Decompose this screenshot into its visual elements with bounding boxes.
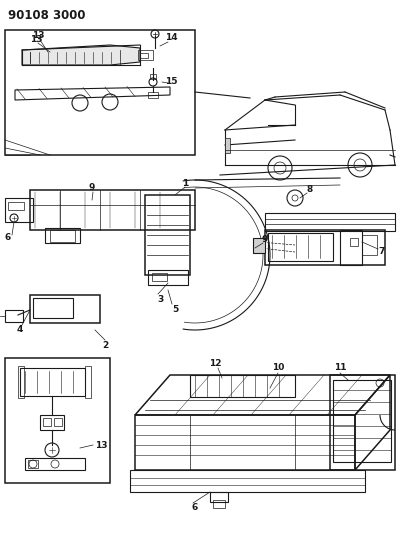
Bar (210, 492, 228, 502)
Bar (30, 190, 195, 230)
Bar (43, 418, 51, 426)
Bar (148, 92, 158, 98)
Bar (18, 366, 24, 398)
Text: 15: 15 (166, 77, 178, 86)
Text: 2: 2 (102, 341, 108, 350)
Polygon shape (22, 45, 140, 65)
Text: 14: 14 (165, 34, 178, 43)
Bar (5, 198, 33, 222)
Bar (268, 233, 333, 261)
Bar (50, 230, 75, 242)
Bar (150, 74, 156, 79)
Bar (362, 235, 377, 255)
Text: 6: 6 (192, 504, 198, 513)
Text: 4: 4 (17, 326, 23, 335)
Text: 3: 3 (157, 295, 163, 304)
Bar (190, 375, 295, 397)
Bar (225, 138, 230, 153)
Text: 13: 13 (30, 36, 43, 44)
Text: 10: 10 (272, 364, 284, 373)
Text: 8: 8 (307, 185, 313, 195)
Bar (130, 470, 365, 492)
Bar (28, 460, 38, 468)
Bar (5, 358, 110, 483)
Bar (265, 230, 385, 265)
Text: 13: 13 (32, 31, 45, 41)
Bar (333, 380, 391, 462)
Bar (45, 228, 80, 243)
Bar (253, 238, 265, 253)
Bar (330, 375, 395, 470)
Bar (135, 415, 355, 470)
Bar (40, 415, 64, 430)
Text: 12: 12 (209, 359, 221, 367)
Bar (145, 195, 190, 275)
Bar (340, 230, 362, 265)
Bar (138, 50, 153, 60)
Bar (5, 310, 23, 322)
Bar (85, 366, 91, 398)
Bar (30, 295, 100, 323)
Text: 5: 5 (172, 305, 178, 314)
Bar (54, 418, 62, 426)
Bar (140, 53, 148, 58)
Text: 7: 7 (379, 247, 385, 256)
Bar (33, 298, 73, 318)
Text: 6: 6 (5, 233, 11, 243)
Bar (25, 458, 85, 470)
Bar (265, 213, 395, 231)
Bar (350, 238, 358, 246)
Text: 90108 3000: 90108 3000 (8, 9, 85, 22)
Bar (5, 30, 195, 155)
Bar (213, 500, 225, 508)
Bar (20, 368, 85, 396)
Text: 13: 13 (95, 440, 107, 449)
Bar (8, 202, 24, 210)
Text: 9: 9 (89, 183, 95, 192)
Bar (148, 270, 188, 285)
Text: 9: 9 (262, 236, 268, 245)
Text: 1: 1 (182, 179, 188, 188)
Bar (152, 273, 167, 281)
Text: 11: 11 (334, 364, 346, 373)
